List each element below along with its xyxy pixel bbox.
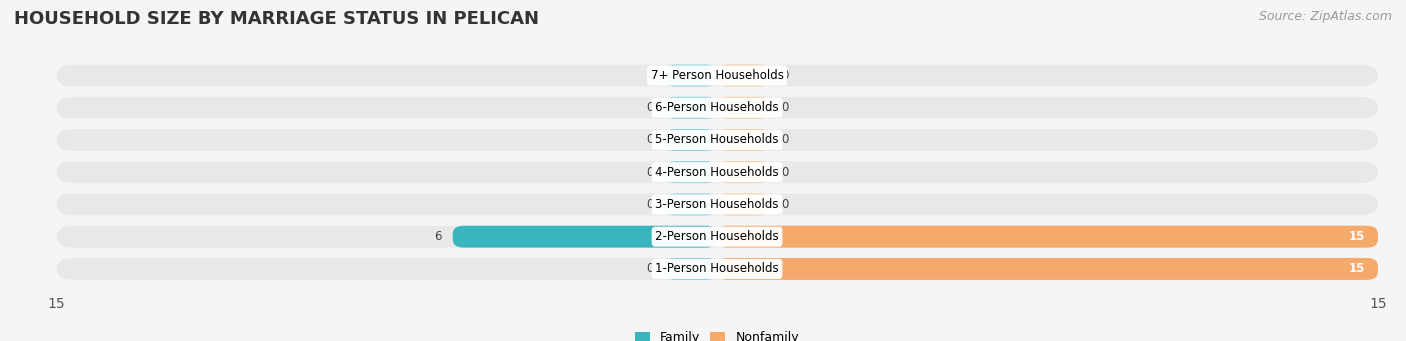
FancyBboxPatch shape bbox=[453, 226, 717, 248]
FancyBboxPatch shape bbox=[717, 193, 770, 216]
Text: 2-Person Households: 2-Person Households bbox=[655, 230, 779, 243]
FancyBboxPatch shape bbox=[717, 97, 770, 119]
Text: 0: 0 bbox=[645, 133, 654, 147]
Text: 3-Person Households: 3-Person Households bbox=[655, 198, 779, 211]
FancyBboxPatch shape bbox=[717, 161, 770, 183]
Text: 6-Person Households: 6-Person Households bbox=[655, 101, 779, 114]
Text: 0: 0 bbox=[780, 133, 789, 147]
FancyBboxPatch shape bbox=[56, 97, 1378, 119]
FancyBboxPatch shape bbox=[664, 97, 717, 119]
FancyBboxPatch shape bbox=[664, 258, 717, 280]
FancyBboxPatch shape bbox=[56, 161, 1378, 183]
Text: Source: ZipAtlas.com: Source: ZipAtlas.com bbox=[1258, 10, 1392, 23]
FancyBboxPatch shape bbox=[717, 64, 770, 87]
Text: 0: 0 bbox=[645, 263, 654, 276]
Text: 0: 0 bbox=[645, 101, 654, 114]
FancyBboxPatch shape bbox=[56, 193, 1378, 216]
Text: 0: 0 bbox=[780, 198, 789, 211]
Text: 0: 0 bbox=[780, 69, 789, 82]
Text: 1-Person Households: 1-Person Households bbox=[655, 263, 779, 276]
Text: HOUSEHOLD SIZE BY MARRIAGE STATUS IN PELICAN: HOUSEHOLD SIZE BY MARRIAGE STATUS IN PEL… bbox=[14, 10, 538, 28]
Text: 0: 0 bbox=[645, 166, 654, 179]
FancyBboxPatch shape bbox=[56, 129, 1378, 151]
FancyBboxPatch shape bbox=[56, 64, 1378, 87]
FancyBboxPatch shape bbox=[717, 226, 1378, 248]
FancyBboxPatch shape bbox=[664, 161, 717, 183]
Text: 4-Person Households: 4-Person Households bbox=[655, 166, 779, 179]
FancyBboxPatch shape bbox=[664, 64, 717, 87]
FancyBboxPatch shape bbox=[56, 258, 1378, 280]
FancyBboxPatch shape bbox=[56, 226, 1378, 248]
Text: 0: 0 bbox=[780, 101, 789, 114]
Text: 6: 6 bbox=[434, 230, 441, 243]
Text: 5-Person Households: 5-Person Households bbox=[655, 133, 779, 147]
Text: 0: 0 bbox=[780, 166, 789, 179]
FancyBboxPatch shape bbox=[664, 193, 717, 216]
Legend: Family, Nonfamily: Family, Nonfamily bbox=[630, 326, 804, 341]
Text: 0: 0 bbox=[645, 69, 654, 82]
Text: 7+ Person Households: 7+ Person Households bbox=[651, 69, 783, 82]
FancyBboxPatch shape bbox=[717, 258, 1378, 280]
Text: 15: 15 bbox=[1348, 230, 1365, 243]
Text: 15: 15 bbox=[1348, 263, 1365, 276]
Text: 0: 0 bbox=[645, 198, 654, 211]
FancyBboxPatch shape bbox=[664, 129, 717, 151]
FancyBboxPatch shape bbox=[717, 129, 770, 151]
